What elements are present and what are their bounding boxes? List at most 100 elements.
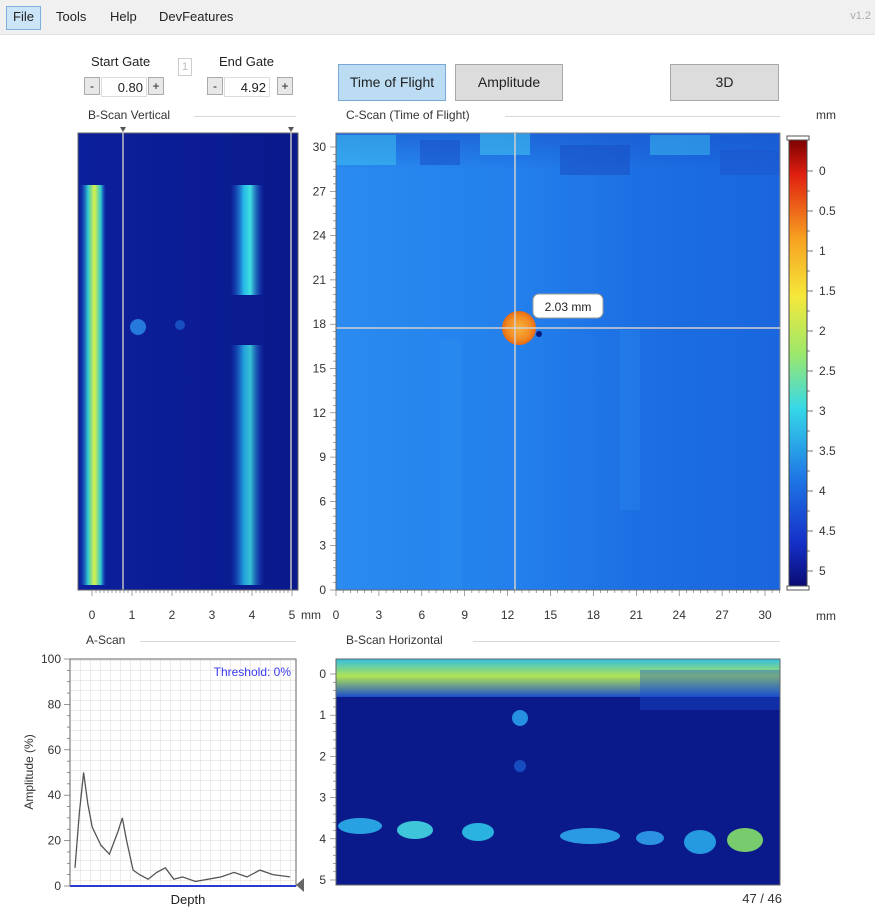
end-gate-increment-button[interactable]: + [277, 77, 293, 95]
cscan-x-tick: 12 [501, 608, 515, 622]
colorbar-tick: 5 [819, 564, 826, 578]
cscan-x-tick: 0 [333, 608, 340, 622]
colorbar-tick: 0.5 [819, 204, 836, 218]
menu-devfeatures[interactable]: DevFeatures [159, 9, 234, 24]
cscan-x-tick: 24 [673, 608, 687, 622]
menu-file[interactable]: File [6, 6, 41, 30]
ascan-y-tick: 60 [48, 743, 62, 757]
bscan-horizontal-image[interactable] [335, 658, 781, 886]
cscan-tooltip-text: 2.03 mm [545, 300, 592, 314]
start-gate-decrement-button[interactable]: - [84, 77, 100, 95]
bscan-horizontal-y-axis: 0 1 2 3 4 5 [319, 659, 337, 887]
bscan-vertical-image[interactable] [77, 132, 299, 591]
colorbar-tick: 4 [819, 484, 826, 498]
cscan-x-tick: 18 [587, 608, 601, 622]
bscan-horizontal-y-tick: 0 [319, 667, 326, 681]
section-divider [140, 641, 296, 642]
cscan-x-tick: 15 [544, 608, 558, 622]
cscan-tooltip: 2.03 mm [532, 293, 604, 319]
gate-pointer-icon[interactable] [296, 878, 304, 892]
amplitude-button[interactable]: Amplitude [455, 64, 563, 101]
bscan-horizontal-y-tick: 1 [319, 708, 326, 722]
end-gate-decrement-button[interactable]: - [207, 77, 223, 95]
menu-help[interactable]: Help [110, 9, 137, 24]
menu-bar [0, 0, 875, 35]
colorbar-tick: 2 [819, 324, 826, 338]
cscan-y-tick: 27 [313, 184, 327, 198]
bscan-horizontal-y-tick: 3 [319, 791, 326, 805]
bscan-horizontal-y-tick: 4 [319, 832, 326, 846]
cscan-x-tick: 21 [630, 608, 644, 622]
cscan-x-tick: 30 [758, 608, 772, 622]
ascan-y-axis: 0 20 40 60 80 100 [41, 652, 70, 893]
cscan-y-tick: 9 [319, 450, 326, 464]
menu-tools[interactable]: Tools [56, 9, 87, 24]
start-gate-increment-button[interactable]: + [148, 77, 164, 95]
bscan-horizontal-y-tick: 2 [319, 749, 326, 763]
bscan-vertical-x-tick: 0 [89, 608, 96, 622]
ascan-x-label: Depth [171, 892, 206, 907]
cscan-y-tick: 6 [319, 494, 326, 508]
ascan-y-tick: 100 [41, 652, 61, 666]
cscan-y-tick: 30 [313, 140, 327, 154]
ascan-y-tick: 80 [48, 697, 62, 711]
bscan-vertical-x-tick: 5 [289, 608, 296, 622]
colorbar-tick: 4.5 [819, 524, 836, 538]
version-label: v1.2 [850, 10, 871, 22]
colorbar-tick: 2.5 [819, 364, 836, 378]
cscan-y-tick: 21 [313, 273, 327, 287]
cscan-x-tick: 9 [461, 608, 468, 622]
bscan-vertical-x-unit: mm [301, 608, 321, 622]
cscan-y-tick: 3 [319, 539, 326, 553]
ascan-y-tick: 20 [48, 834, 62, 848]
ascan-y-label: Amplitude (%) [22, 734, 36, 809]
cscan-x-tick: 3 [376, 608, 383, 622]
bscan-vertical-x-tick: 2 [169, 608, 176, 622]
cscan-x-axis: 0 3 6 9 12 15 18 21 24 27 30 [333, 589, 780, 622]
cscan-y-tick: 18 [313, 317, 327, 331]
cscan-x-tick: 27 [715, 608, 729, 622]
start-gate-input[interactable]: 0.80 [101, 77, 147, 97]
start-gate-marker-icon[interactable] [120, 127, 126, 132]
start-gate-label: Start Gate [91, 54, 151, 69]
gate-index-box[interactable]: 1 [178, 58, 192, 76]
colorbar-tick: 1.5 [819, 284, 836, 298]
colorbar-axis: 0 0.5 1 1.5 2 2.5 3 3.5 4 4.5 5 [807, 164, 836, 578]
colorbar-unit-top: mm [816, 108, 836, 122]
time-of-flight-button[interactable]: Time of Flight [338, 64, 446, 101]
ascan-trace [74, 772, 291, 883]
ascan-title: A-Scan [86, 633, 126, 647]
cscan-y-tick: 15 [313, 362, 327, 376]
cscan-y-tick: 24 [313, 229, 327, 243]
section-divider [194, 116, 296, 117]
end-gate-input[interactable]: 4.92 [224, 77, 270, 97]
bscan-vertical-x-axis: 0 1 2 3 4 5 [78, 589, 298, 622]
colorbar-tick: 0 [819, 164, 826, 178]
bscan-vertical-title: B-Scan Vertical [88, 108, 171, 122]
ascan-y-tick: 0 [54, 879, 61, 893]
cscan-x-unit: mm [816, 609, 836, 623]
cscan-y-tick: 12 [313, 406, 327, 420]
bscan-horizontal-y-tick: 5 [319, 873, 326, 887]
section-divider [473, 641, 780, 642]
cscan-x-tick: 6 [418, 608, 425, 622]
bscan-vertical-x-tick: 1 [129, 608, 136, 622]
cscan-y-tick: 0 [319, 583, 326, 597]
colorbar-tick: 3.5 [819, 444, 836, 458]
ascan-plot[interactable] [69, 658, 297, 887]
threshold-label: Threshold: 0% [214, 665, 292, 679]
3d-button[interactable]: 3D [670, 64, 779, 101]
section-divider [505, 116, 780, 117]
colorbar-tick: 3 [819, 404, 826, 418]
cscan-image[interactable] [335, 132, 781, 591]
bscan-horizontal-title: B-Scan Horizontal [346, 633, 443, 647]
colorbar [786, 135, 810, 591]
frame-counter: 47 / 46 [742, 891, 782, 906]
bscan-vertical-x-tick: 3 [209, 608, 216, 622]
colorbar-tick: 1 [819, 244, 826, 258]
end-gate-marker-icon[interactable] [288, 127, 294, 132]
cscan-title: C-Scan (Time of Flight) [346, 108, 470, 122]
end-gate-label: End Gate [219, 54, 274, 69]
cscan-y-axis: 0 3 6 9 12 15 18 21 24 27 30 [313, 133, 337, 597]
